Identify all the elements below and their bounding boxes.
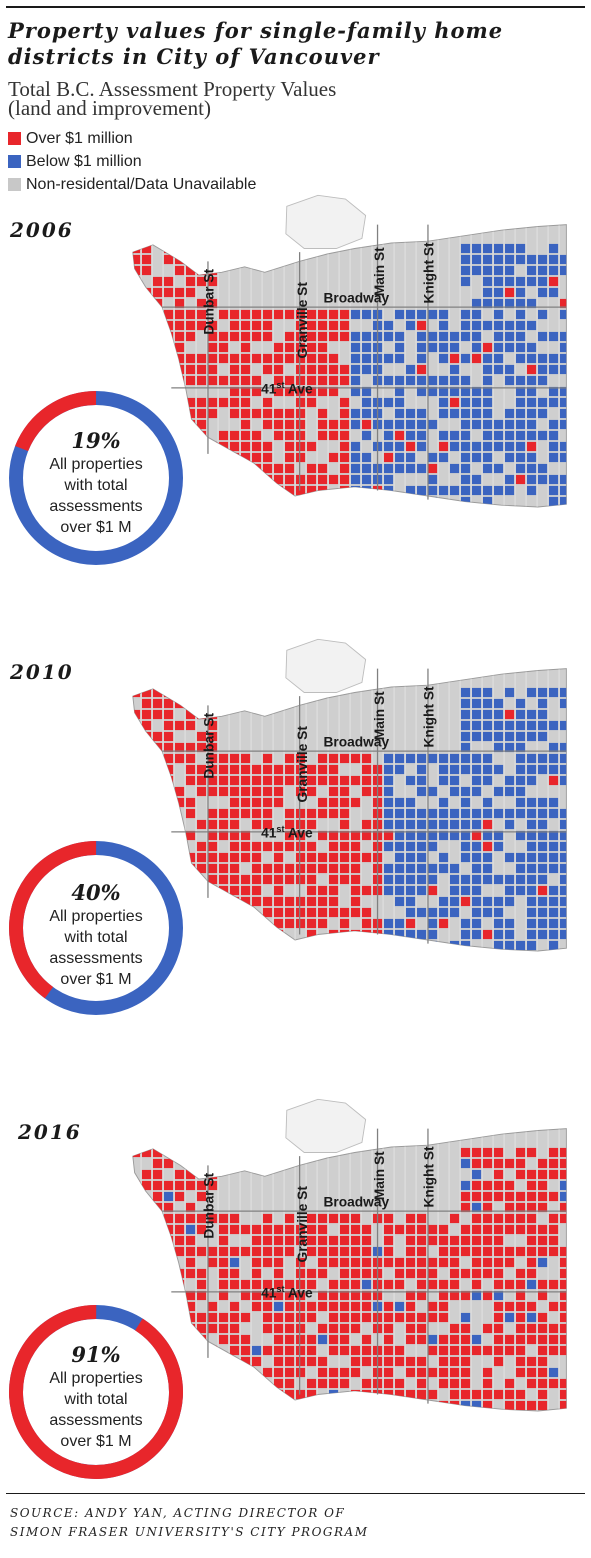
street-label-41st-ave: 41st Ave [261, 824, 313, 841]
legend-swatch-below [8, 155, 21, 168]
legend-item-below: Below $1 million [8, 150, 256, 173]
legend-swatch-other [8, 178, 21, 191]
street-label-broadway: Broadway [323, 1195, 389, 1210]
subtitle-line-1: Total B.C. Assessment Property Values [8, 77, 337, 101]
bottom-rule [6, 1493, 585, 1494]
donut-percent-2006: 19% [71, 428, 121, 453]
street-label-granville: Granville St [295, 282, 310, 359]
donut-percent-2016: 91% [71, 1342, 121, 1367]
donut-percent-2010: 40% [71, 880, 121, 905]
street-label-granville: Granville St [295, 1186, 310, 1263]
donut-text-2010-line1: All properties [49, 908, 143, 925]
donut-text-2010-line3: assessments [49, 950, 143, 967]
legend-item-over: Over $1 million [8, 127, 256, 150]
donut-text-2016-line1: All properties [49, 1370, 143, 1387]
donut-label-2010: 40% All properties with total assessment… [21, 880, 171, 990]
donut-chart-2016 [9, 1305, 183, 1479]
source-note: SOURCE: ANDY YAN, ACTING DIRECTOR OF SIM… [10, 1504, 368, 1542]
subtitle-line-2: (land and improvement) [8, 96, 211, 120]
donut-chart-2006 [9, 391, 183, 565]
chart-title: Property values for single-family home d… [8, 18, 568, 70]
street-label-dunbar: Dunbar St [201, 1173, 216, 1239]
year-label-2010: 2010 [10, 660, 74, 684]
donut-text-2010-line2: with total [64, 929, 128, 946]
street-label-main: Main St [372, 1151, 387, 1200]
title-line-1: Property values for single-family home [8, 18, 504, 43]
donut-label-2006: 19% All properties with total assessment… [21, 428, 171, 538]
title-line-2: districts in City of Vancouver [8, 44, 380, 69]
map-2010: Dunbar St Granville St Main St Knight St Bro… [132, 638, 567, 952]
legend-label-below: Below $1 million [26, 152, 142, 170]
donut-text-2006-line1: All properties [49, 456, 143, 473]
donut-chart-2010 [8, 841, 183, 1015]
donut-label-2016: 91% All properties with total assessment… [21, 1342, 171, 1452]
legend-label-over: Over $1 million [26, 129, 133, 147]
donut-text-2006-line2: with total [64, 477, 128, 494]
street-label-main: Main St [372, 691, 387, 740]
year-label-2006: 2006 [10, 218, 74, 242]
source-line-1: SOURCE: ANDY YAN, ACTING DIRECTOR OF [10, 1506, 346, 1520]
legend-item-other: Non-residental/Data Unavailable [8, 173, 256, 196]
street-label-broadway: Broadway [323, 735, 389, 750]
street-label-knight: Knight St [421, 686, 436, 748]
legend-swatch-over [8, 132, 21, 145]
donut-text-2016-line4: over $1 M [60, 1433, 132, 1450]
legend-label-other: Non-residental/Data Unavailable [26, 175, 257, 193]
street-label-granville: Granville St [295, 726, 310, 803]
street-label-main: Main St [372, 247, 387, 296]
map-2006: Dunbar St Granville St Main St Knight St Bro… [132, 194, 567, 508]
donut-text-2016-line3: assessments [49, 1412, 143, 1429]
donut-text-2016-line2: with total [64, 1391, 128, 1408]
donut-text-2010-line4: over $1 M [60, 971, 132, 988]
street-label-broadway: Broadway [323, 291, 389, 306]
top-rule [6, 6, 585, 8]
street-label-41st-ave: 41st Ave [261, 1284, 313, 1301]
donut-text-2006-line3: assessments [49, 498, 143, 515]
street-label-knight: Knight St [421, 1146, 436, 1208]
street-label-dunbar: Dunbar St [201, 269, 216, 335]
street-label-41st-ave: 41st Ave [261, 380, 313, 396]
chart-subtitle: Total B.C. Assessment Property Values (l… [8, 77, 528, 120]
source-line-2: SIMON FRASER UNIVERSITY'S CITY PROGRAM [10, 1525, 369, 1539]
year-label-2016: 2016 [18, 1120, 82, 1144]
street-label-dunbar: Dunbar St [201, 713, 216, 779]
map-2016: Dunbar St Granville St Main St Knight St Bro… [132, 1098, 567, 1412]
donut-segment-over [9, 391, 183, 565]
legend: Over $1 million Below $1 million Non-res… [8, 127, 256, 196]
donut-text-2006-line4: over $1 M [60, 519, 132, 536]
street-label-knight: Knight St [421, 242, 436, 304]
